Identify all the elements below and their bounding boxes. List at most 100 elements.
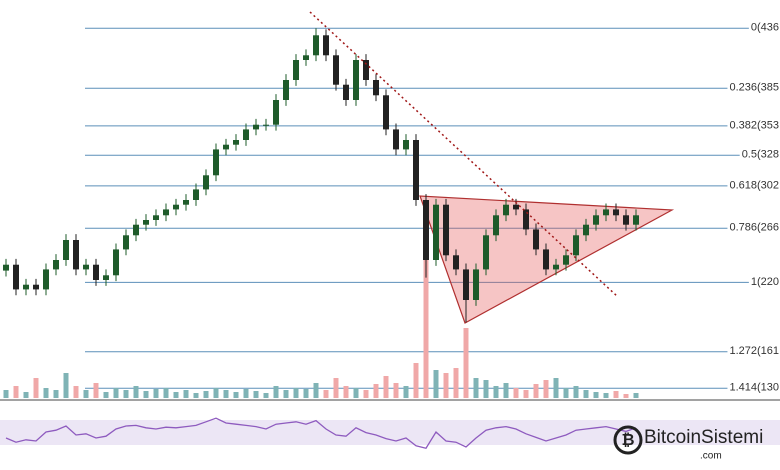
candle-body: [33, 284, 39, 290]
candle-body: [123, 235, 129, 250]
volume: [3, 260, 639, 398]
fib-levels: [85, 27, 780, 389]
volume-bar: [513, 388, 519, 398]
candle-body: [543, 249, 549, 270]
volume-bar: [593, 392, 599, 398]
candle-body: [633, 215, 639, 225]
volume-bar: [93, 383, 99, 398]
volume-bar: [613, 391, 619, 398]
y-tick-label: 1.414(130: [729, 382, 779, 394]
volume-bar: [413, 363, 419, 398]
volume-bar: [483, 380, 489, 398]
volume-bar: [343, 386, 349, 398]
volume-bar: [253, 391, 259, 398]
candle-body: [443, 204, 449, 256]
volume-bar: [333, 378, 339, 398]
candle-body: [103, 275, 109, 280]
y-tick-label: 0.382(353: [729, 119, 779, 131]
volume-bar: [113, 388, 119, 398]
candle-body: [613, 209, 619, 216]
candle-body: [133, 224, 139, 236]
volume-bar: [393, 383, 399, 398]
volume-bar: [533, 384, 539, 398]
volume-bar: [53, 390, 59, 398]
candle-body: [473, 269, 479, 300]
candle-body: [273, 100, 279, 125]
y-tick-label: 1.272(161: [729, 345, 779, 357]
volume-bar: [243, 389, 249, 398]
candle-body: [63, 240, 69, 260]
y-tick-label: 0.236(385: [729, 82, 779, 94]
volume-bar: [583, 390, 589, 398]
volume-bar: [33, 378, 39, 398]
candle-body: [393, 129, 399, 150]
candle-body: [233, 140, 239, 145]
candle-body: [283, 80, 289, 100]
volume-bar: [463, 328, 469, 398]
volume-bar: [63, 373, 69, 398]
candle-body: [153, 215, 159, 220]
candle-body: [313, 35, 319, 56]
candle-body: [373, 80, 379, 96]
candle-body: [513, 204, 519, 210]
label-bg: [748, 275, 780, 288]
watermark-domain: .com: [700, 451, 722, 462]
volume-bar: [213, 388, 219, 398]
volume-bar: [23, 392, 29, 398]
candle-body: [213, 149, 219, 176]
volume-bar: [323, 390, 329, 398]
candle-body: [183, 200, 189, 205]
candle-body: [383, 95, 389, 130]
volume-bar: [263, 393, 269, 398]
label-bg: [727, 119, 780, 132]
y-tick-label: 0.618(302: [729, 179, 779, 191]
candle-body: [243, 129, 249, 140]
volume-bar: [73, 386, 79, 398]
watermark-logo: [613, 425, 643, 455]
volume-bar: [623, 394, 629, 398]
volume-bar: [223, 390, 229, 398]
volume-bar: [233, 392, 239, 398]
candle-body: [623, 215, 629, 225]
watermark-logo-letter: ₿: [621, 431, 634, 449]
volume-bar: [303, 389, 309, 398]
rsi-line: [5, 417, 637, 449]
volume-bar: [3, 390, 9, 398]
volume-bar: [523, 390, 529, 398]
candle-body: [553, 264, 559, 270]
y-tick-label: 0.5(328: [742, 149, 779, 161]
volume-bar: [103, 392, 109, 398]
volume-bar: [173, 392, 179, 398]
watermark-name: BitcoinSistemi: [644, 427, 763, 448]
candles: [3, 28, 639, 323]
volume-bar: [163, 388, 169, 398]
fib-labels: 0(436 0.236(385 0.382(353 0.5(328 0.618(302 0…: [727, 21, 780, 394]
candle-body: [43, 269, 49, 290]
candle-body: [203, 175, 209, 190]
y-tick-label: 0.786(266: [729, 222, 779, 234]
volume-bar: [473, 378, 479, 398]
volume-bar: [293, 388, 299, 398]
candle-body: [113, 249, 119, 276]
volume-bar: [383, 376, 389, 398]
candle-body: [193, 189, 199, 200]
candle-body: [333, 55, 339, 85]
volume-bar: [433, 370, 439, 398]
candle-body: [353, 60, 359, 100]
candle-body: [493, 215, 499, 236]
volume-bar: [603, 393, 609, 398]
volume-bar: [133, 386, 139, 398]
volume-bar: [43, 388, 49, 398]
label-bg: [748, 21, 780, 34]
candle-body: [363, 60, 369, 80]
volume-bar: [123, 390, 129, 398]
candle-body: [293, 60, 299, 80]
label-bg: [727, 345, 780, 358]
volume-bar: [573, 386, 579, 398]
candle-body: [173, 204, 179, 210]
candle-body: [223, 144, 229, 150]
candle-body: [433, 204, 439, 260]
volume-bar: [353, 388, 359, 398]
volume-bar: [503, 383, 509, 398]
label-bg: [739, 148, 780, 161]
